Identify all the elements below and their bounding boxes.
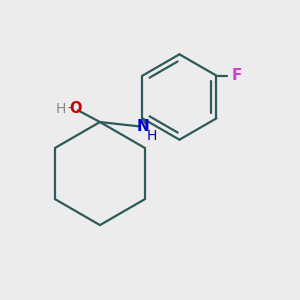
Text: N: N (136, 119, 149, 134)
Text: H: H (146, 129, 157, 143)
Text: -: - (68, 102, 72, 116)
Text: O: O (70, 101, 82, 116)
Text: F: F (231, 68, 242, 83)
Text: H: H (56, 102, 66, 116)
